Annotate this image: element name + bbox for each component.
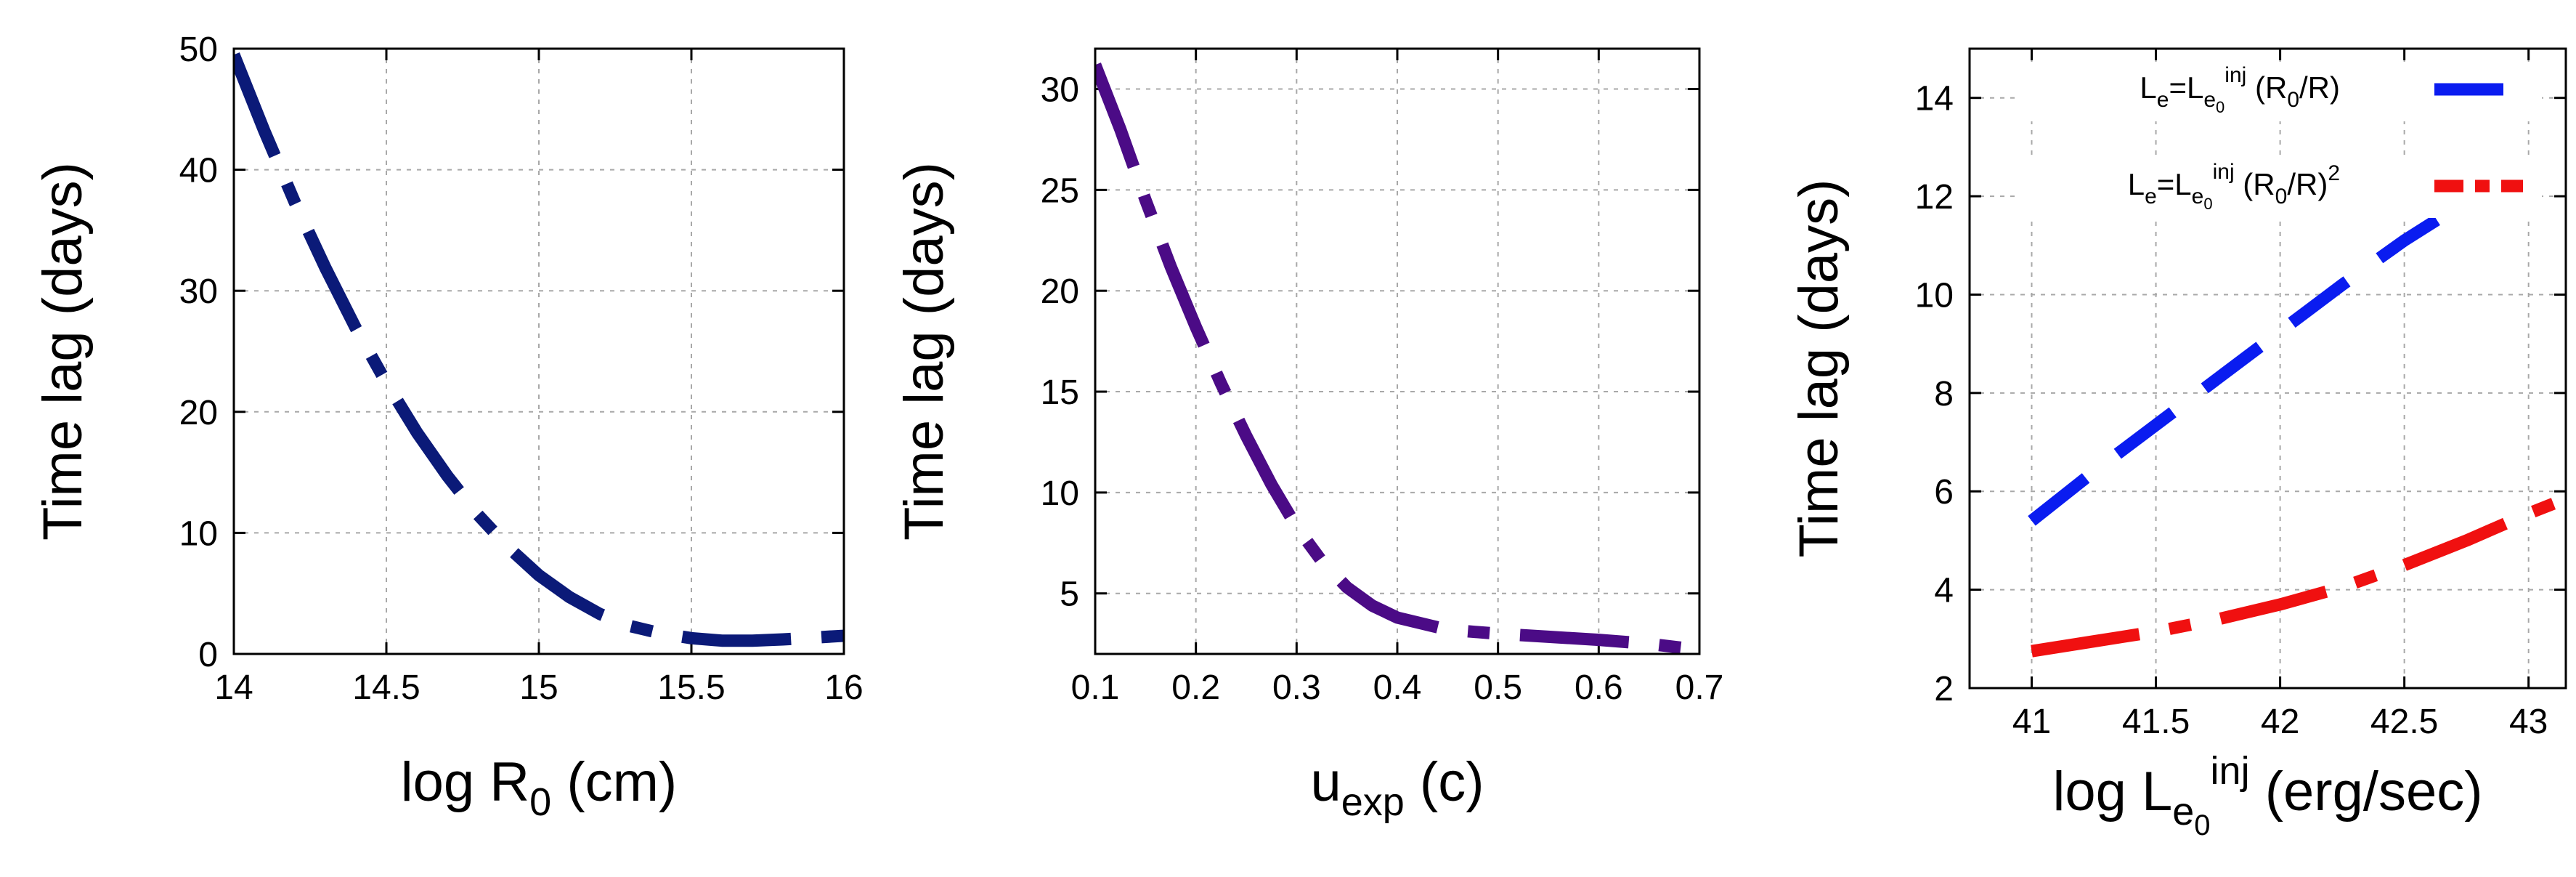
y-tick-label: 6 (1934, 473, 1954, 512)
y-tick-label: 5 (1060, 575, 1079, 614)
y-tick-label: 25 (1041, 171, 1079, 210)
x-tick-label: 14 (214, 668, 253, 707)
chart-panel-1: 14 14.5 15 15.5 16 0 10 20 30 40 50 Time lag (days)… (32, 31, 864, 824)
y-tick-label: 20 (179, 394, 218, 432)
series-line-1 (2028, 195, 2470, 526)
x-tick-label: 0.2 (1171, 668, 1220, 707)
plot-frame (1968, 47, 2567, 690)
y-tick-label: 20 (1041, 272, 1079, 311)
legend-label-1: Le=Le0inj (R0/R) (2140, 63, 2340, 116)
x-tick-label: 0.1 (1071, 668, 1120, 707)
x-tick-label: 43 (2509, 703, 2548, 741)
y-tick-label: 14 (1915, 80, 1954, 118)
y-tick-label: 2 (1934, 670, 1954, 708)
x-tick-label: 15.5 (657, 668, 725, 707)
x-axis-label: uexp (c) (1310, 751, 1484, 824)
legend-label-2: Le=Le0inj (R0/R)2 (2128, 160, 2340, 213)
series-line-2 (2031, 498, 2556, 658)
y-tick-label: 0 (198, 636, 218, 674)
y-tick-label: 10 (1041, 474, 1079, 513)
x-tick-label: 0.4 (1373, 668, 1422, 707)
y-tick-label: 10 (179, 514, 218, 553)
y-tick-label: 8 (1934, 375, 1954, 413)
y-tick-label: 30 (179, 272, 218, 311)
x-tick-label: 0.7 (1675, 668, 1724, 707)
x-tick-label: 0.5 (1474, 668, 1522, 707)
legend: Le=Le0inj (R0/R) Le=Le0inj (R0/R)2 (2019, 62, 2542, 218)
y-tick-label: 4 (1934, 572, 1954, 610)
plot-frame (232, 47, 845, 655)
x-tick-label: 15 (519, 668, 558, 707)
y-tick-label: 40 (179, 152, 218, 190)
x-tick-label: 41.5 (2122, 703, 2190, 741)
y-tick-label: 30 (1041, 71, 1079, 110)
x-tick-label: 0.6 (1575, 668, 1623, 707)
x-tick-label: 0.3 (1272, 668, 1321, 707)
x-tick-label: 16 (824, 668, 863, 707)
y-tick-label: 50 (179, 31, 218, 69)
series-line-1 (1095, 62, 1699, 654)
y-tick-label: 12 (1915, 178, 1954, 217)
series-line-1 (234, 52, 844, 647)
x-tick-label: 42.5 (2370, 703, 2438, 741)
y-axis-label: Time lag (days) (32, 162, 94, 541)
x-tick-label: 41 (2012, 703, 2051, 741)
chart-panel-3: 41 41.5 42 42.5 43 2 4 6 8 10 12 14 Le=Le0inj (R0/R)… (1788, 47, 2567, 841)
y-tick-label: 15 (1041, 373, 1079, 412)
plot-frame (1094, 47, 1701, 655)
x-tick-label: 42 (2261, 703, 2299, 741)
x-axis-label: log Le0inj (erg/sec) (2052, 749, 2482, 841)
chart-panel-2: 0.1 0.2 0.3 0.4 0.5 0.6 0.7 5 10 15 20 25 30 Time lag… (893, 47, 1724, 824)
y-axis-label: Time lag (days) (893, 162, 955, 541)
y-tick-label: 10 (1915, 276, 1954, 315)
x-tick-label: 14.5 (352, 668, 420, 707)
x-axis-label: log R0 (cm) (401, 751, 678, 824)
y-axis-label: Time lag (days) (1788, 179, 1850, 558)
